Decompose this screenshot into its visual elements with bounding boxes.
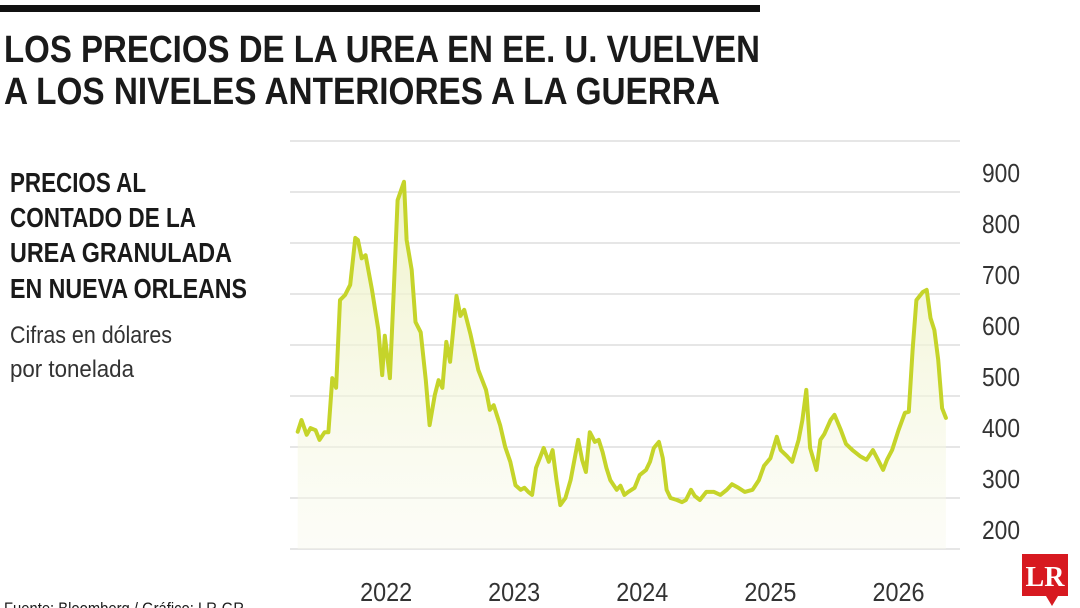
line	[295, 179, 948, 508]
x-tick-label: 2023	[488, 577, 540, 607]
x-tick-label: 2025	[744, 577, 796, 607]
plot: 200 300 400 500 600 700 800 900 2022 2023 2024 2025…	[290, 140, 1020, 607]
y-axis-label: Cifras en dólares	[10, 322, 172, 349]
x-tick-label: 2024	[616, 577, 668, 607]
subtitle: PRECIOS AL	[10, 167, 146, 198]
x-tick-label: 2022	[360, 577, 412, 607]
title: A LOS NIVELES ANTERIORES A LA GUERRA	[4, 71, 720, 113]
subtitle: CONTADO DE LA	[10, 202, 196, 233]
y-tick-label: 700	[982, 260, 1020, 290]
x-tick-label: 2026	[873, 577, 925, 607]
y-tick-label: 200	[982, 515, 1020, 545]
area	[297, 181, 946, 550]
subtitle: EN NUEVA ORLEANS	[10, 273, 247, 304]
title: LOS PRECIOS DE LA UREA EN EE. U. VUELVEN	[4, 29, 760, 71]
logo-tail	[1046, 596, 1058, 606]
y-axis-label: por tonelada	[10, 356, 135, 383]
y-tick-label: 500	[982, 362, 1020, 392]
logo-box	[1022, 554, 1068, 596]
source: Fuente: Bloomberg / Gráfico: LR-GR	[4, 599, 244, 608]
y-tick-label: 600	[982, 311, 1020, 341]
y-tick-label: 300	[982, 464, 1020, 494]
subtitle: UREA GRANULADA	[10, 237, 232, 268]
y-tick-label: 400	[982, 413, 1020, 443]
logo: LR	[1026, 562, 1066, 593]
top-bar	[0, 5, 760, 12]
y-tick-label: 900	[982, 158, 1020, 188]
y-tick-label: 800	[982, 209, 1020, 239]
